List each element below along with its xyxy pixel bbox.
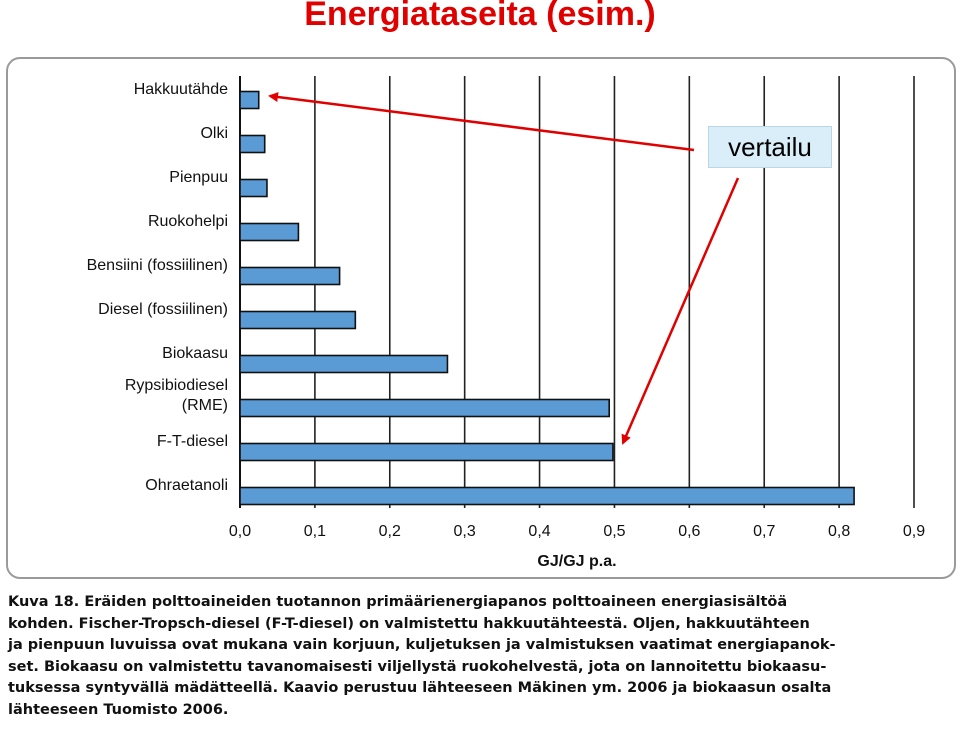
- caption-line: Kuva 18. Eräiden polttoaineiden tuotanno…: [8, 594, 788, 610]
- bar: [239, 178, 268, 198]
- bar: [239, 134, 266, 154]
- slide-title: Energiataseita (esim.): [304, 0, 656, 33]
- x-tick-label: 0,1: [304, 523, 326, 540]
- x-tick-label: 0,7: [753, 523, 775, 540]
- bar-chart: Hakkuutähde Olki Pienpuu Ruokohelpi Bensiini…: [87, 76, 925, 570]
- x-tick-label: 0,6: [678, 523, 700, 540]
- category-label: Olki: [200, 125, 228, 142]
- category-label: Rypsibiodiesel (RME): [125, 377, 228, 414]
- x-tick-labels: 0,0 0,1 0,2 0,3 0,4 0,5 0,6 0,7 0,8 0,9: [229, 523, 925, 540]
- bars: [239, 90, 855, 506]
- x-tick-label: 0,4: [528, 523, 550, 540]
- category-label: Bensiini (fossiilinen): [87, 257, 228, 274]
- category-labels: Hakkuutähde Olki Pienpuu Ruokohelpi Bensiini…: [87, 81, 228, 494]
- x-tick-label: 0,9: [903, 523, 925, 540]
- x-tick-label: 0,8: [828, 523, 850, 540]
- bar: [239, 310, 357, 330]
- bar: [239, 266, 341, 286]
- x-tick-label: 0,0: [229, 523, 251, 540]
- category-label: Diesel (fossiilinen): [98, 301, 228, 318]
- bar: [239, 442, 614, 462]
- x-tick-label: 0,3: [454, 523, 476, 540]
- category-label: Biokaasu: [162, 345, 228, 362]
- x-axis-label: GJ/GJ p.a.: [537, 553, 616, 570]
- bar: [239, 486, 855, 506]
- category-label: Hakkuutähde: [134, 81, 228, 98]
- category-label: Ohraetanoli: [145, 477, 228, 494]
- bar: [239, 222, 300, 242]
- x-tick-label: 0,5: [603, 523, 625, 540]
- bar: [239, 90, 260, 110]
- arrow-to-ft-diesel: [621, 177, 740, 445]
- caption-line: set. Biokaasu on valmistettu tavanomaise…: [8, 658, 827, 675]
- arrow-to-hakkuutahde: [268, 92, 695, 152]
- callout-arrows: [268, 92, 740, 445]
- category-label: Ruokohelpi: [148, 213, 228, 230]
- callout-box: vertailu: [708, 126, 832, 168]
- caption-line: lähteeseen Tuomisto 2006.: [8, 701, 229, 718]
- category-label: F-T-diesel: [157, 433, 228, 450]
- category-label: Pienpuu: [169, 169, 228, 186]
- caption-line: tuksessa syntyvällä mädätteellä. Kaavio …: [8, 680, 832, 697]
- caption-line: ja pienpuun luvuissa ovat mukana vain ko…: [8, 637, 836, 654]
- bar: [239, 398, 611, 418]
- x-tick-label: 0,2: [379, 523, 401, 540]
- bar: [239, 354, 449, 374]
- caption-line: kohden. Fischer-Tropsch-diesel (F-T-dies…: [8, 615, 810, 632]
- figure-caption: Kuva 18. Eräiden polttoaineiden tuotanno…: [8, 592, 954, 722]
